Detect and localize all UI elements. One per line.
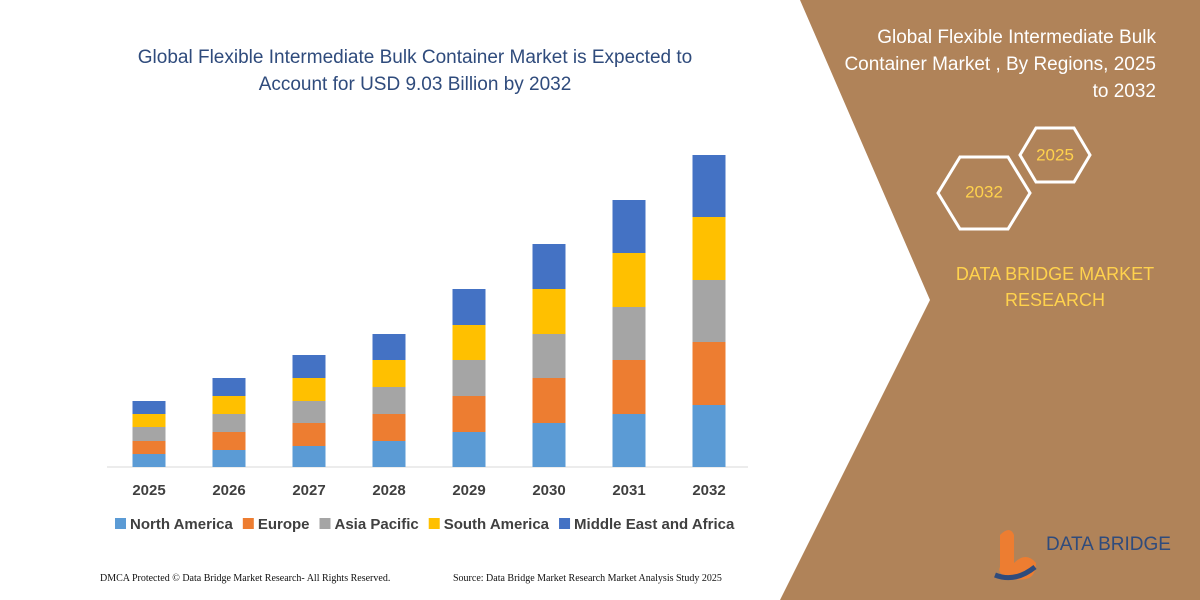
bar-segment [292, 401, 326, 423]
bar-segment [532, 289, 566, 334]
x-tick-label: 2029 [452, 482, 485, 499]
bar-segment [612, 360, 646, 414]
legend-swatch [115, 518, 126, 529]
bar-segment [372, 334, 406, 360]
x-tick-label: 2031 [612, 482, 645, 499]
bar-segment [692, 342, 726, 405]
bar-segment [692, 155, 726, 217]
panel-title: Global Flexible Intermediate Bulk Contai… [844, 27, 1156, 102]
bar-segment [692, 217, 726, 280]
bar-segment [212, 396, 246, 414]
bar-segment [532, 244, 566, 289]
x-tick-label: 2032 [692, 482, 725, 499]
bar-segment [372, 414, 406, 441]
bar-segment [212, 450, 246, 467]
bar-segment [372, 360, 406, 387]
bar-segment [132, 427, 166, 441]
bar-segment [132, 454, 166, 467]
footer-right: Source: Data Bridge Market Research Mark… [453, 573, 722, 584]
bar-segment [452, 325, 486, 360]
x-tick-label: 2027 [292, 482, 325, 499]
bar-segment [612, 307, 646, 360]
bar-segment [452, 289, 486, 325]
legend-label: Europe [258, 516, 310, 533]
bar-segment [372, 387, 406, 414]
bar-segment [612, 253, 646, 307]
hexagon [1018, 126, 1092, 184]
bar-segment [612, 414, 646, 467]
x-tick-label: 2030 [532, 482, 565, 499]
hexagon [936, 155, 1032, 231]
x-tick-label: 2025 [132, 482, 165, 499]
logo-swoosh [994, 565, 1037, 581]
bar-segment [292, 446, 326, 467]
bar-segment [132, 441, 166, 454]
bar-segment [452, 432, 486, 467]
legend-label: Asia Pacific [335, 516, 419, 533]
legend-swatch [559, 518, 571, 529]
bar-segment [452, 396, 486, 432]
bar-segment [452, 360, 486, 396]
legend-swatch [242, 518, 254, 529]
legend-label: Middle East and Africa [574, 516, 735, 533]
bar-segment [292, 355, 326, 378]
legend-label: South America [444, 516, 550, 533]
bar-segment [532, 423, 566, 467]
logo-text: DATA BRIDGE [1046, 534, 1171, 555]
side-panel [780, 0, 1200, 600]
bar-segment [372, 441, 406, 467]
x-tick-label: 2026 [212, 482, 245, 499]
bar-segment [292, 423, 326, 446]
bar-segment [212, 414, 246, 432]
bar-segment [532, 334, 566, 378]
bar-segment [612, 200, 646, 253]
bar-segment [692, 280, 726, 342]
hexagon-label: 2025 [1036, 145, 1074, 164]
bar-segment [692, 405, 726, 467]
bar-segment [132, 414, 166, 427]
bar-segment [532, 378, 566, 423]
logo-icon [999, 530, 1036, 580]
bar-segment [132, 401, 166, 414]
x-tick-label: 2028 [372, 482, 405, 499]
brand: DATA BRIDGE MARKET RESEARCH [955, 264, 1155, 310]
chart-title: Global Flexible Intermediate Bulk Contai… [137, 47, 693, 95]
legend-swatch [428, 518, 440, 529]
bar-segment [212, 432, 246, 450]
bar-segment [292, 378, 326, 401]
legend-swatch [319, 518, 331, 529]
bar-segment [212, 378, 246, 396]
hexagon-label: 2032 [965, 182, 1003, 201]
footer-left: DMCA Protected © Data Bridge Market Rese… [100, 573, 391, 584]
legend-label: North America [130, 516, 233, 533]
